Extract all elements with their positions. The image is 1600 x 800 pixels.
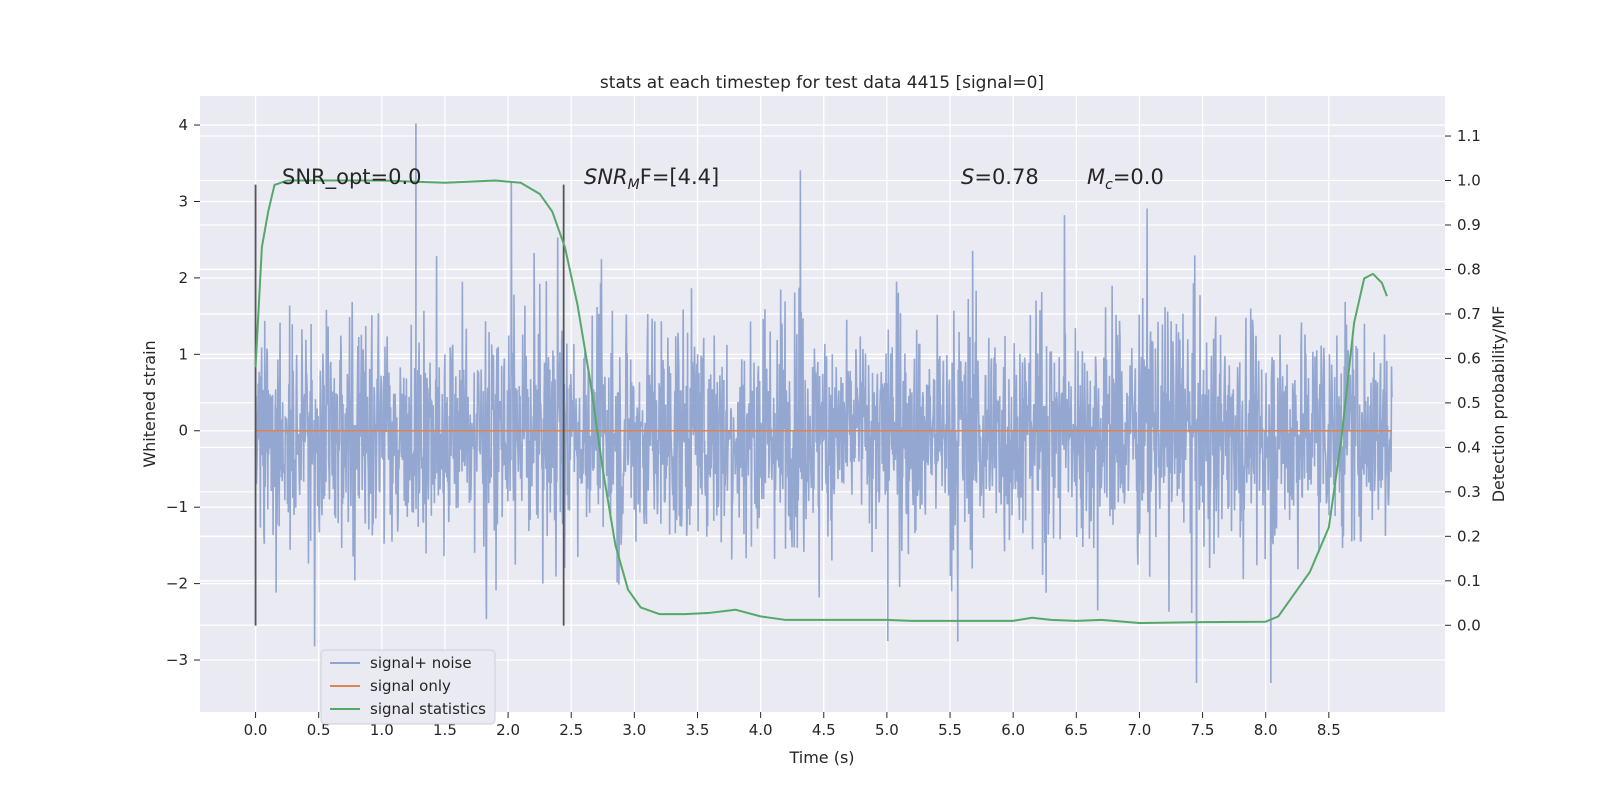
right-y-axis-title: Detection probability/MF xyxy=(1489,306,1508,503)
right-y-tick-label: 0.6 xyxy=(1457,349,1481,367)
x-tick-label: 7.0 xyxy=(1128,721,1152,739)
legend-label-signal-only: signal only xyxy=(370,677,451,695)
x-axis-ticks: 0.0 0.5 1.0 1.5 2.0 2.5 3.0 3.5 4.0 4.5 5.0 5.5 6.0 6… xyxy=(244,712,1341,739)
annotation-snr-mf-main: SNR xyxy=(584,165,628,189)
right-y-tick-label: 0.3 xyxy=(1457,483,1481,501)
x-tick-label: 4.0 xyxy=(749,721,773,739)
legend-label-signal-noise: signal+ noise xyxy=(370,654,472,672)
right-y-tick-label: 1.0 xyxy=(1457,172,1481,190)
left-y-tick-label: 4 xyxy=(178,116,188,134)
left-y-tick-label: 2 xyxy=(178,269,188,287)
annotation-mc-var: M xyxy=(1087,165,1105,189)
signal-noise-series xyxy=(254,123,1393,683)
right-y-tick-label: 0.8 xyxy=(1457,260,1481,278)
x-tick-label: 1.0 xyxy=(370,721,394,739)
annotation-s: S=0.78 xyxy=(961,165,1039,189)
annotation-mc-sub: c xyxy=(1105,177,1113,193)
annotation-s-var: S xyxy=(961,165,974,189)
annotation-snr-mf: SNRMF=[4.4] xyxy=(584,165,719,193)
marker-lines xyxy=(254,184,565,626)
chart-title: stats at each timestep for test data 441… xyxy=(600,73,1044,93)
signal-statistics-series xyxy=(254,179,1388,625)
x-tick-label: 2.0 xyxy=(496,721,520,739)
left-y-tick-label: −3 xyxy=(166,651,188,669)
annotation-mc-rest: =0.0 xyxy=(1113,165,1164,189)
right-y-tick-label: 0.2 xyxy=(1457,527,1481,545)
x-tick-label: 1.5 xyxy=(433,721,457,739)
right-y-axis-ticks: 1.1 1.0 0.9 0.8 0.7 0.6 0.5 0.4 0.3 0.2 0.1 0.0 xyxy=(1445,127,1481,634)
x-tick-label: 8.5 xyxy=(1317,721,1341,739)
x-tick-label: 5.0 xyxy=(875,721,899,739)
annotation-mc: Mc=0.0 xyxy=(1087,165,1164,193)
x-axis-title: Time (s) xyxy=(788,748,854,767)
x-tick-label: 0.0 xyxy=(244,721,268,739)
x-tick-label: 5.5 xyxy=(938,721,962,739)
annotation-snr-mf-sub: M xyxy=(628,177,640,193)
x-tick-label: 8.0 xyxy=(1254,721,1278,739)
right-y-tick-label: 0.0 xyxy=(1457,616,1481,634)
legend: signal+ noise signal only signal statist… xyxy=(320,649,496,725)
left-y-tick-label: 3 xyxy=(178,192,188,210)
x-tick-label: 3.5 xyxy=(686,721,710,739)
x-tick-label: 6.5 xyxy=(1064,721,1088,739)
left-y-tick-label: −2 xyxy=(166,575,188,593)
left-y-axis-ticks: 4 3 2 1 0 −1 −2 −3 xyxy=(166,116,200,669)
legend-label-signal-statistics: signal statistics xyxy=(370,700,486,718)
x-tick-label: 4.5 xyxy=(812,721,836,739)
legend-box xyxy=(320,649,496,725)
x-tick-label: 0.5 xyxy=(307,721,331,739)
annotation-snr-mf-rest: F=[4.4] xyxy=(640,165,719,189)
signal-statistics-line xyxy=(254,179,1388,625)
right-y-tick-label: 0.5 xyxy=(1457,394,1481,412)
right-y-tick-label: 0.1 xyxy=(1457,572,1481,590)
left-y-tick-label: 1 xyxy=(178,345,188,363)
x-tick-label: 2.5 xyxy=(559,721,583,739)
annotation-snr-opt: SNR_opt=0.0 xyxy=(282,165,422,190)
x-tick-label: 3.0 xyxy=(622,721,646,739)
annotation-s-rest: =0.78 xyxy=(974,165,1038,189)
right-y-tick-label: 0.9 xyxy=(1457,216,1481,234)
left-y-tick-label: −1 xyxy=(166,498,188,516)
left-y-tick-label: 0 xyxy=(178,422,188,440)
signal-noise-line xyxy=(254,170,1393,683)
right-y-tick-label: 0.4 xyxy=(1457,438,1481,456)
annotations: SNR_opt=0.0 SNRMF=[4.4] S=0.78 Mc=0.0 xyxy=(282,165,1164,193)
left-y-axis-title: Whitened strain xyxy=(140,340,159,467)
right-y-tick-label: 1.1 xyxy=(1457,127,1481,145)
right-y-tick-label: 0.7 xyxy=(1457,305,1481,323)
x-tick-label: 6.0 xyxy=(1001,721,1025,739)
x-tick-label: 7.5 xyxy=(1191,721,1215,739)
